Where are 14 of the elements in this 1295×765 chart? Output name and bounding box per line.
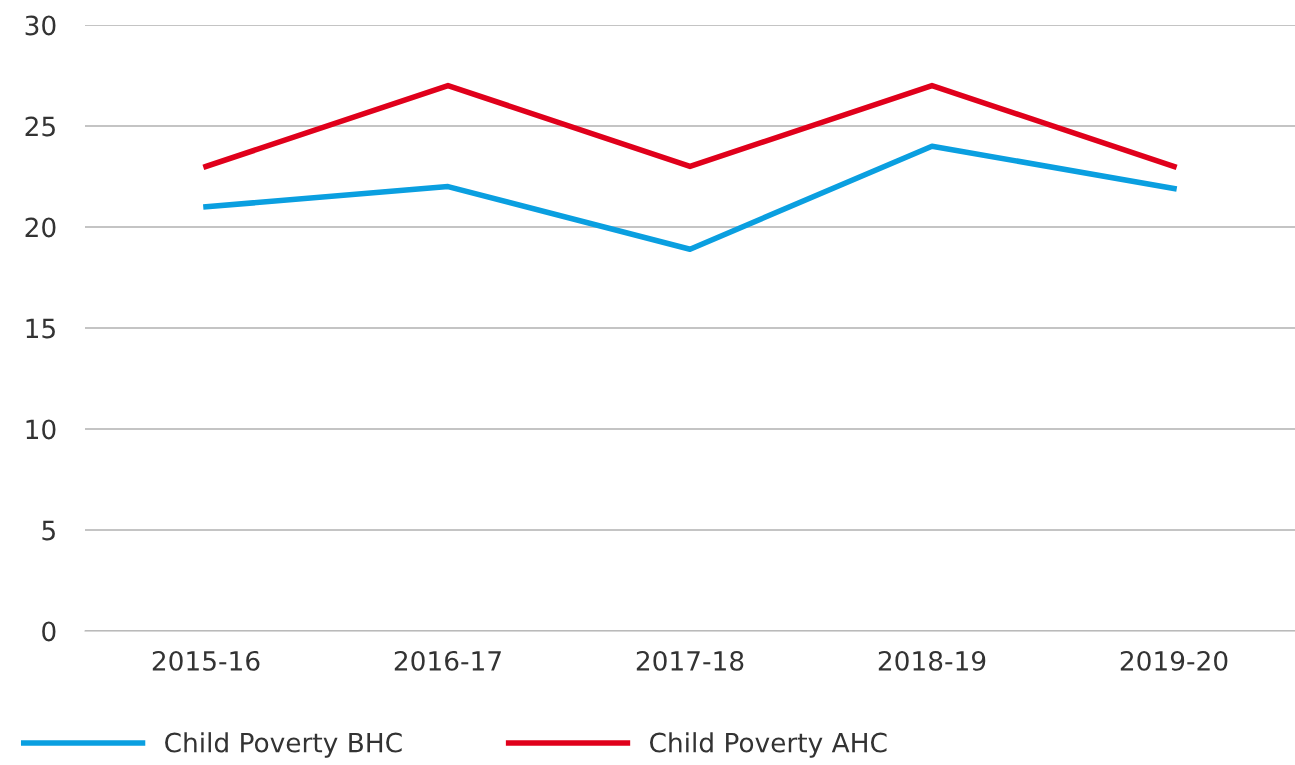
y-tick-label: 20 xyxy=(25,217,56,238)
x-tick-label: 2018-19 xyxy=(878,650,986,671)
y-tick-label: 5 xyxy=(42,520,55,541)
legend-label: Child Poverty AHC xyxy=(650,732,887,758)
y-tick-label: 15 xyxy=(26,318,55,339)
x-tick-label: 2017-18 xyxy=(636,650,744,671)
y-tick-label: 10 xyxy=(26,419,56,440)
y-tick-label: 30 xyxy=(25,15,56,36)
y-tick-label: 25 xyxy=(25,116,55,137)
x-tick-label: 2019-20 xyxy=(1120,650,1228,671)
x-tick-label: 2016-17 xyxy=(394,650,501,671)
y-tick-label: 0 xyxy=(42,621,56,642)
x-tick-label: 2015-16 xyxy=(152,650,260,671)
legend-label: Child Poverty BHC xyxy=(165,732,402,758)
